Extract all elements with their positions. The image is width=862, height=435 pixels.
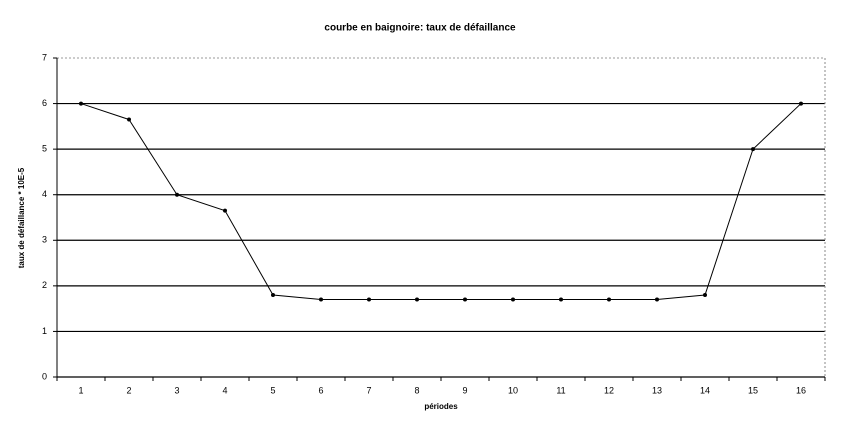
- data-point: [703, 292, 707, 297]
- data-point: [223, 208, 227, 213]
- data-point: [127, 117, 131, 122]
- x-tick-label: 16: [796, 385, 806, 395]
- data-point: [79, 101, 83, 106]
- series-line: [80, 103, 802, 301]
- data-point: [559, 297, 563, 302]
- x-tick-label: 9: [462, 385, 467, 395]
- data-point: [607, 297, 611, 302]
- data-point: [319, 297, 323, 302]
- y-tick-label: 4: [42, 189, 47, 199]
- x-axis-title: périodes: [424, 402, 458, 411]
- y-tick-label: 2: [42, 280, 47, 290]
- y-tick-label: 7: [42, 52, 47, 62]
- y-tick-label: 1: [42, 326, 47, 336]
- x-tick-label: 14: [700, 385, 710, 395]
- data-point: [271, 292, 275, 297]
- x-tick-label: 3: [174, 385, 179, 395]
- x-tick-label: 1: [78, 385, 83, 395]
- x-tick-label: 15: [748, 385, 758, 395]
- data-point: [751, 147, 755, 152]
- x-tick-label: 12: [604, 385, 614, 395]
- data-point: [655, 297, 659, 302]
- x-tick-label: 6: [318, 385, 323, 395]
- chart-title: courbe en baignoire: taux de défaillance: [324, 23, 516, 34]
- x-tick-label: 7: [366, 385, 371, 395]
- y-tick-label: 5: [42, 144, 47, 154]
- x-tick-label: 4: [222, 385, 227, 395]
- y-tick-label: 0: [42, 371, 47, 381]
- data-point: [799, 101, 803, 106]
- x-tick-label: 8: [414, 385, 419, 395]
- y-tick-label: 6: [42, 98, 47, 108]
- data-point: [415, 297, 419, 302]
- x-tick-label: 5: [270, 385, 275, 395]
- x-tick-label: 13: [652, 385, 662, 395]
- x-tick-label: 11: [556, 385, 565, 395]
- y-axis-title: taux de défaillance * 10E-5: [17, 167, 26, 268]
- x-tick-label: 2: [126, 385, 131, 395]
- data-point: [463, 297, 467, 302]
- data-point: [367, 297, 371, 302]
- data-point: [175, 192, 179, 197]
- y-tick-label: 3: [42, 235, 47, 245]
- data-point: [511, 297, 515, 302]
- x-tick-label: 10: [508, 385, 518, 395]
